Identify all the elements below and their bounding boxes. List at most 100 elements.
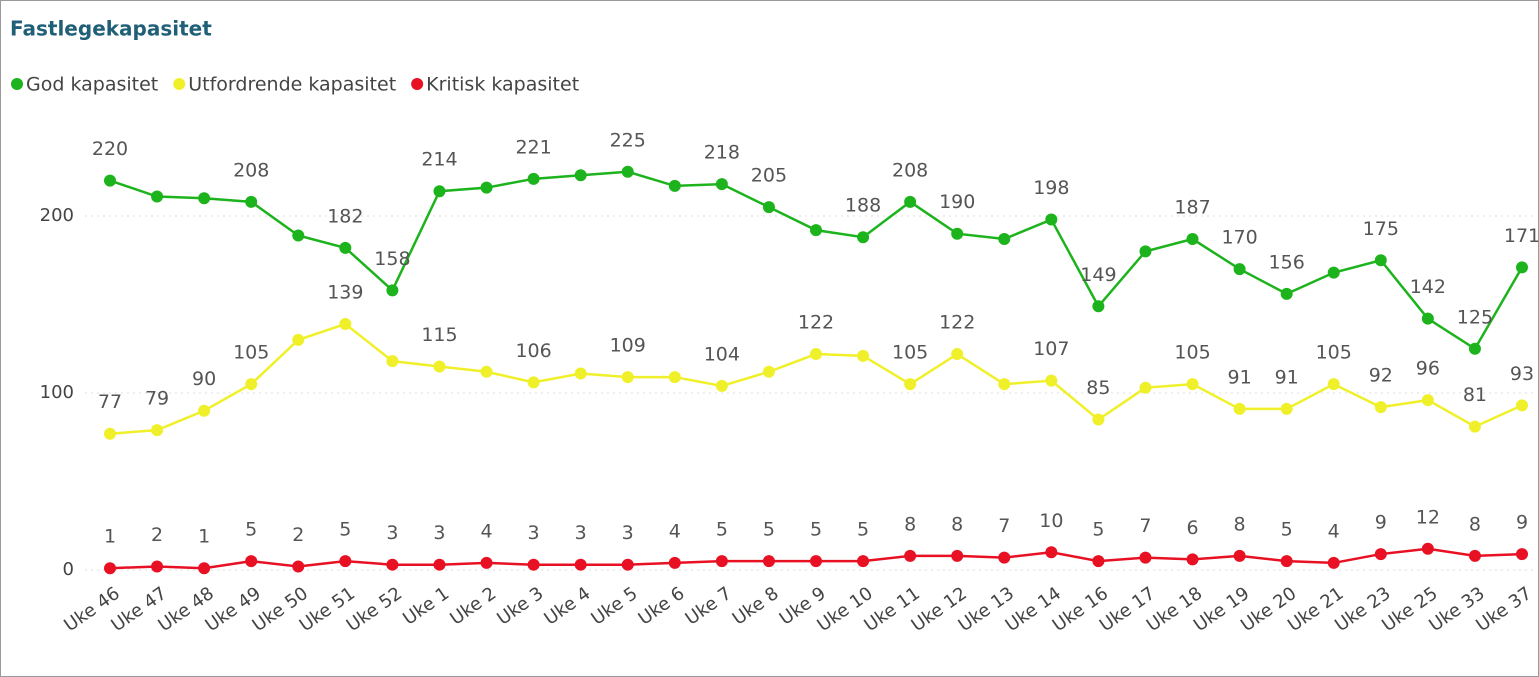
point (1421, 312, 1434, 325)
point (198, 192, 211, 205)
data-label: 221 (515, 136, 551, 158)
point (762, 201, 775, 214)
data-label: 182 (327, 205, 363, 227)
data-label: 10 (1039, 510, 1063, 532)
point (433, 360, 446, 373)
data-label: 106 (515, 340, 551, 362)
point (1233, 263, 1246, 276)
data-label: 8 (951, 513, 963, 535)
point (574, 169, 587, 182)
point (433, 558, 446, 571)
data-label: 125 (1457, 306, 1493, 328)
point (998, 378, 1011, 391)
data-label: 208 (892, 159, 928, 181)
point (198, 404, 211, 417)
point (292, 333, 305, 346)
point (904, 549, 917, 562)
data-label: 5 (1092, 519, 1104, 541)
point (1186, 553, 1199, 566)
point (480, 365, 493, 378)
data-label: 5 (716, 519, 728, 541)
data-label: 93 (1510, 363, 1534, 385)
data-label: 3 (433, 522, 445, 544)
point (715, 178, 728, 191)
legend-marker (11, 78, 23, 90)
point (245, 378, 258, 391)
point (810, 224, 822, 237)
data-label: 5 (339, 519, 351, 541)
data-label: 149 (1080, 264, 1116, 286)
point (1280, 402, 1293, 415)
point (715, 379, 728, 392)
data-label: 8 (1234, 513, 1246, 535)
point (433, 185, 446, 198)
point (1233, 402, 1246, 415)
point (574, 367, 587, 380)
point (339, 241, 352, 254)
point (527, 376, 540, 389)
point (339, 555, 352, 568)
data-label: 3 (386, 522, 398, 544)
data-label: 92 (1369, 365, 1393, 387)
point (480, 556, 493, 569)
data-label: 122 (798, 312, 834, 334)
data-label: 91 (1275, 366, 1299, 388)
point (1327, 378, 1340, 391)
point (762, 555, 775, 568)
point (245, 195, 258, 208)
data-label: 171 (1504, 225, 1539, 247)
data-label: 170 (1221, 227, 1257, 249)
data-label: 12 (1416, 506, 1440, 528)
point (1421, 394, 1434, 407)
point (857, 231, 870, 244)
data-label: 7 (998, 515, 1010, 537)
data-label: 4 (669, 520, 681, 542)
y-tick-label: 100 (40, 382, 74, 403)
point (1280, 555, 1293, 568)
point (151, 424, 164, 437)
point (904, 378, 917, 391)
data-label: 2 (151, 524, 163, 546)
point (1374, 401, 1387, 414)
data-label: 187 (1174, 197, 1210, 219)
point (151, 560, 164, 573)
data-label: 158 (374, 248, 410, 270)
point (1327, 556, 1340, 569)
point (1139, 381, 1152, 394)
point (198, 562, 211, 575)
point (104, 427, 116, 440)
data-label: 214 (421, 149, 457, 171)
data-label: 220 (92, 138, 128, 160)
point (762, 365, 775, 378)
point (1045, 213, 1058, 226)
point (1092, 413, 1105, 426)
point (245, 555, 258, 568)
data-label: 105 (233, 342, 269, 364)
data-label: 91 (1228, 366, 1252, 388)
data-label: 188 (845, 195, 881, 217)
data-label: 1 (104, 526, 116, 548)
point (527, 172, 540, 185)
point (1516, 548, 1528, 561)
chart-title: Fastlegekapasitet (10, 17, 212, 41)
point (1516, 399, 1528, 412)
point (1468, 549, 1481, 562)
data-label: 81 (1463, 384, 1487, 406)
point (668, 556, 681, 569)
data-label: 156 (1269, 251, 1305, 273)
data-label: 4 (480, 520, 492, 542)
point (151, 190, 164, 203)
point (1280, 287, 1293, 300)
point (1139, 245, 1152, 258)
data-label: 142 (1410, 276, 1446, 298)
data-label: 9 (1516, 512, 1528, 534)
legend-marker (173, 78, 186, 90)
point (951, 348, 964, 361)
legend-label: Utfordrende kapasitet (188, 74, 396, 96)
legend-label: God kapasitet (26, 74, 158, 96)
point (480, 181, 493, 194)
point (574, 558, 587, 571)
y-tick-label: 0 (63, 559, 74, 580)
